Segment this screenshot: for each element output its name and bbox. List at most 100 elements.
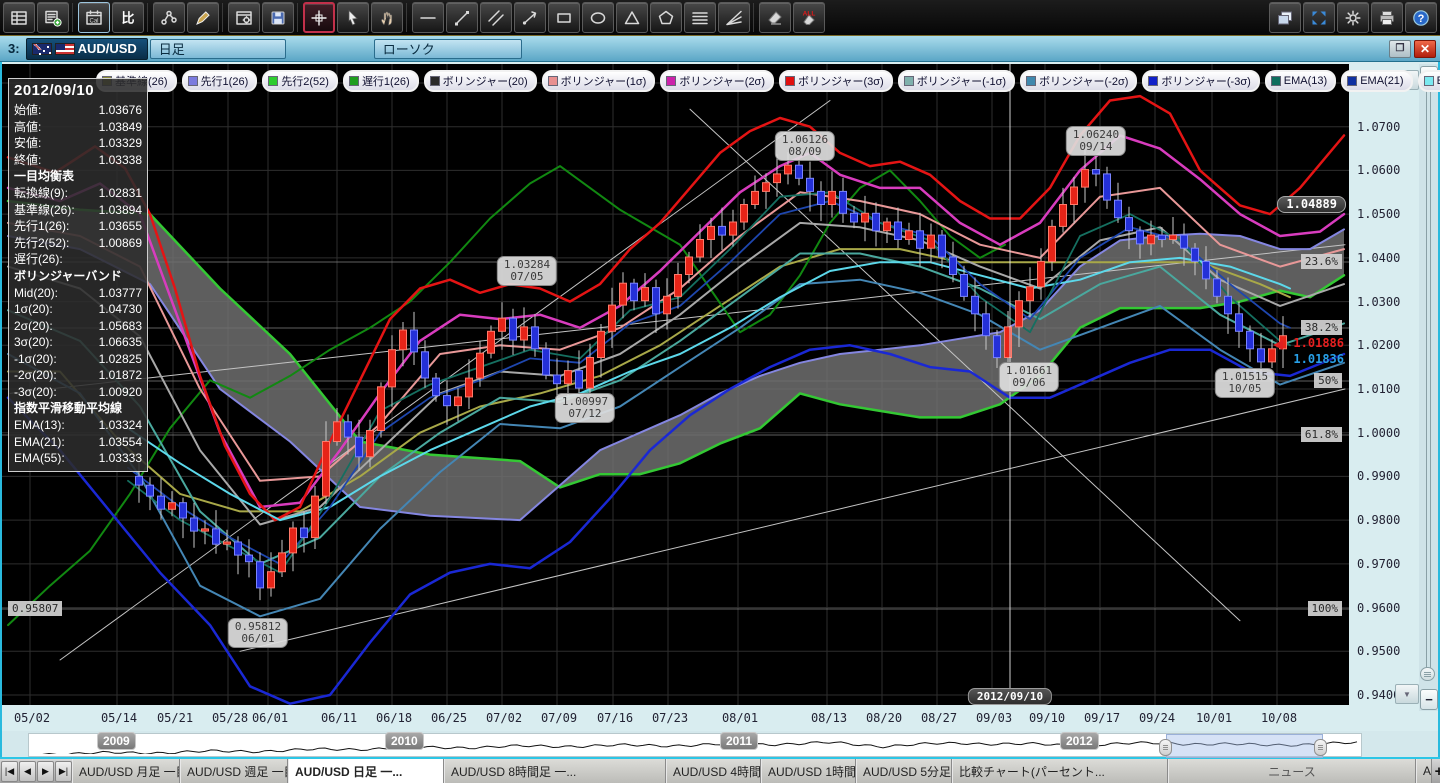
indicator-toggle[interactable]: 先行1(26) xyxy=(181,70,258,92)
fullscreen-icon xyxy=(1312,11,1326,24)
info-value: 1.01872 xyxy=(98,368,142,382)
indicator-label: EMA(55) xyxy=(1437,75,1440,87)
tool-print[interactable] xyxy=(1371,2,1403,33)
tool-pentagon[interactable] xyxy=(650,2,682,33)
chart-tab[interactable]: ニュース xyxy=(1168,759,1416,783)
price-axis[interactable]: 1.08001.07001.06001.05001.04001.03001.02… xyxy=(1349,64,1419,705)
price-chart-canvas[interactable] xyxy=(0,64,1349,705)
line-boll-m2 xyxy=(7,278,1345,618)
date-axis[interactable]: 05/02 05/14 05/21 05/28 06/01 06/11 06/18 06/25… xyxy=(2,705,1419,731)
tool-windows[interactable] xyxy=(1269,2,1301,33)
indicator-toggle[interactable]: ボリンジャー(-1σ) xyxy=(897,70,1016,92)
info-row: 安値: 1.03329 xyxy=(14,135,142,152)
first-tab-button[interactable]: |◀ xyxy=(1,761,18,782)
date-tick-label: 06/25 xyxy=(430,711,468,725)
info-label: -2σ(20): xyxy=(14,368,57,382)
tool-compare[interactable]: 比 xyxy=(112,2,144,33)
zoom-out-button[interactable]: − xyxy=(1420,689,1438,710)
chart-tab[interactable]: AUD xyxy=(1416,759,1432,783)
indicator-label: EMA(21) xyxy=(1360,75,1404,87)
chart-tab[interactable]: 比較チャート(パーセント... xyxy=(952,759,1168,783)
scrollbar-track[interactable] xyxy=(1426,90,1431,680)
calendar-icon: Cal xyxy=(86,9,102,25)
tool-crosshair[interactable] xyxy=(303,2,335,33)
save-icon xyxy=(271,11,285,24)
indicator-toggle[interactable]: ボリンジャー(20) xyxy=(423,70,537,92)
tool-parallel-lines[interactable] xyxy=(480,2,512,33)
timeframe-selector[interactable]: 日足 xyxy=(149,38,286,59)
tool-trend-line[interactable] xyxy=(446,2,478,33)
last-tab-button[interactable]: ▶| xyxy=(55,761,72,782)
chart-style-selector[interactable]: ローソク xyxy=(373,38,522,59)
indicator-toggle[interactable]: EMA(13) xyxy=(1264,70,1337,92)
tool-add-report[interactable] xyxy=(37,2,69,33)
navigator-minichart[interactable] xyxy=(28,733,1362,758)
indicator-toggle[interactable]: 遅行1(26) xyxy=(342,70,419,92)
tool-rectangle[interactable] xyxy=(548,2,580,33)
tool-help[interactable]: ? xyxy=(1405,2,1437,33)
tool-eraser-all[interactable]: ALL xyxy=(793,2,825,33)
add-tab-button[interactable]: + xyxy=(1434,762,1440,780)
pentagon-icon xyxy=(658,10,674,24)
navigator-selection[interactable] xyxy=(1166,734,1323,758)
tool-eraser[interactable] xyxy=(759,2,791,33)
tool-pencil[interactable] xyxy=(187,2,219,33)
ohlc-info-panel[interactable]: 2012/09/10 始値: 1.03676 高値: 1.03849 安値: 1.0332… xyxy=(8,78,148,472)
chart-tab[interactable]: AUD/USD 月足 一目均... xyxy=(72,759,180,783)
tool-report[interactable] xyxy=(3,2,35,33)
tool-hand[interactable] xyxy=(371,2,403,33)
tool-save[interactable] xyxy=(262,2,294,33)
navigator-series xyxy=(42,741,1358,754)
tool-fullscreen[interactable] xyxy=(1303,2,1335,33)
range-navigator[interactable]: 2009 2010 2011 2012 xyxy=(2,731,1438,758)
indicator-toggle[interactable]: ボリンジャー(-3σ) xyxy=(1142,70,1260,92)
date-tick-label: 09/03 xyxy=(975,711,1013,725)
vertical-scrollbar[interactable]: + − xyxy=(1419,64,1438,711)
chart-tab[interactable]: AUD/USD 4時間足 一... xyxy=(666,759,761,783)
indicator-toggle[interactable]: 先行2(52) xyxy=(262,70,338,92)
chart-tab[interactable]: AUD/USD 日足 一... xyxy=(288,759,444,783)
indicator-toggle[interactable]: ボリンジャー(2σ) xyxy=(660,70,775,92)
scroll-down-button[interactable]: ▼ xyxy=(1395,684,1419,704)
tool-chart-settings[interactable] xyxy=(228,2,260,33)
indicator-label: 遅行1(26) xyxy=(361,76,410,88)
cursor-icon xyxy=(348,9,358,25)
chart-tab[interactable]: AUD/USD 1時間足 一... xyxy=(761,759,856,783)
tool-fan-lines[interactable] xyxy=(718,2,750,33)
chart-tab-bar: |◀◀▶▶|AUD/USD 月足 一目均...AUD/USD 週足 一目均...… xyxy=(0,757,1440,783)
tool-triangle[interactable] xyxy=(616,2,648,33)
date-tick-label: 09/17 xyxy=(1083,711,1121,725)
tool-calendar[interactable]: Cal xyxy=(78,2,110,33)
navigator-handle-right[interactable] xyxy=(1314,739,1327,756)
tool-settings[interactable] xyxy=(1337,2,1369,33)
next-tab-button[interactable]: ▶ xyxy=(37,761,54,782)
indicator-toggle[interactable]: ボリンジャー(3σ) xyxy=(779,70,893,92)
currency-pair-selector[interactable]: AUD/USD xyxy=(25,37,148,60)
indicator-toggle[interactable]: ボリンジャー(1σ) xyxy=(541,70,656,92)
close-window-button[interactable]: ✕ xyxy=(1414,39,1436,58)
line-kijun xyxy=(7,248,1291,513)
tool-h-line[interactable] xyxy=(412,2,444,33)
restore-window-button[interactable]: ❐ xyxy=(1389,39,1411,58)
chart-tab[interactable]: AUD/USD 8時間足 一... xyxy=(444,759,666,783)
info-row: 3σ(20): 1.06635 xyxy=(14,334,142,351)
prev-tab-button[interactable]: ◀ xyxy=(19,761,36,782)
chart-tab[interactable]: AUD/USD 5分足 一目... xyxy=(856,759,952,783)
chart-tab[interactable]: AUD/USD 週足 一目均... xyxy=(180,759,288,783)
indicator-toggle[interactable]: ボリンジャー(-2σ) xyxy=(1020,70,1138,92)
tool-fibo-lines[interactable] xyxy=(684,2,716,33)
info-label: -1σ(20): xyxy=(14,351,57,366)
scrollbar-grip[interactable] xyxy=(1420,667,1435,681)
tool-ellipse[interactable] xyxy=(582,2,614,33)
date-tick-label: 09/24 xyxy=(1138,711,1176,725)
date-tick-label: 08/01 xyxy=(721,711,759,725)
indicator-toggle[interactable]: EMA(21) xyxy=(1341,70,1413,92)
indicator-label: ボリンジャー(-3σ) xyxy=(1161,76,1251,88)
price-tick-label: 1.0000 xyxy=(1357,425,1401,440)
tool-cursor[interactable] xyxy=(337,2,369,33)
tool-half-line[interactable] xyxy=(514,2,546,33)
indicator-color-chip xyxy=(268,76,279,86)
navigator-handle-left[interactable] xyxy=(1159,739,1172,756)
indicator-toggle[interactable]: EMA(55) xyxy=(1417,70,1440,92)
tool-analysis[interactable] xyxy=(153,2,185,33)
